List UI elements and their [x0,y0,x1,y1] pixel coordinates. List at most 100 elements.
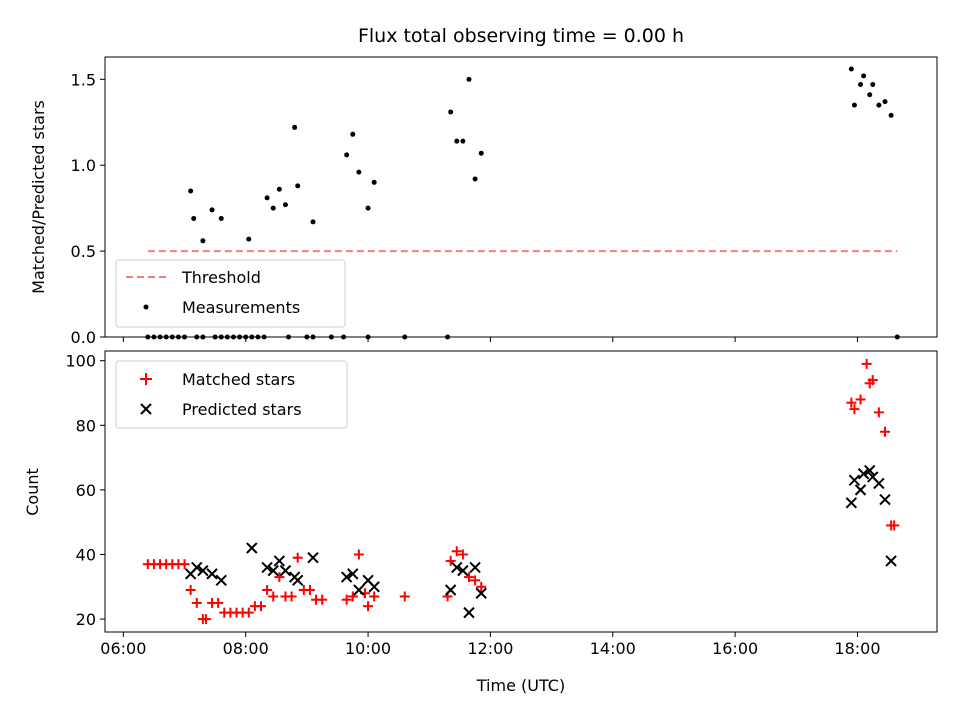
x-tick-label: 10:00 [345,639,391,658]
matched-star-point [363,601,374,612]
predicted-star-point [347,568,359,580]
predicted-star-point [353,584,365,596]
chart-title: Flux total observing time = 0.00 h [358,25,684,47]
legend-threshold-label: Threshold [181,268,261,287]
measurement-point [882,99,888,105]
measurement-point [292,124,298,130]
matched-star-point [889,520,900,531]
matched-star-point [369,591,380,602]
measurement-point [454,138,460,144]
matched-star-point [341,594,352,605]
matched-star-point [880,426,890,437]
matched-star-point [200,614,211,625]
bottom-legend-frame [115,360,348,429]
measurement-point [304,334,310,340]
predicted-star-point [879,493,891,506]
top-marks [145,66,900,340]
top-y-tick-label: 1.5 [71,70,96,89]
matched-star-point [855,394,866,405]
predicted-star-point [191,561,203,574]
measurement-point [230,334,236,340]
matched-star-point [873,407,884,418]
x-tick-label: 16:00 [712,639,758,658]
top-y-tick-label: 1.0 [71,156,96,175]
measurement-point [175,334,181,340]
bottom-y-axis-label: Count [23,468,42,516]
matched-star-point [347,591,358,602]
measurement-point [157,334,163,340]
measurement-point [224,334,230,340]
matched-star-point [861,358,872,369]
legend-predicted-label: Predicted stars [182,400,302,419]
matched-star-point [445,555,456,566]
measurement-point [276,186,282,192]
predicted-star-point [267,564,279,577]
matched-star-point [185,585,196,596]
bottom-y-tick-label: 60 [76,481,96,500]
measurement-point [295,183,301,189]
matched-star-point [849,404,860,415]
predicted-star-point [291,574,304,587]
legend-measurements-swatch [143,304,149,310]
top-plot-area [104,56,938,338]
predicted-star-point [457,564,469,577]
matched-star-point [470,575,481,586]
x-tick-label: 08:00 [223,639,269,658]
predicted-star-point [854,484,867,496]
predicted-star-point [463,606,475,619]
predicted-star-point [475,587,487,599]
predicted-star-point [273,555,286,567]
top-legend: Threshold Measurements [115,259,346,328]
measurement-point [478,150,484,156]
measurement-point [218,334,224,340]
measurement-point [894,334,900,340]
measurement-point [188,188,194,194]
top-legend-frame [115,259,346,328]
legend-matched-swatch [140,373,152,385]
predicted-star-point [340,571,353,583]
x-tick-label: 06:00 [100,639,146,658]
measurement-point [888,112,894,118]
legend-matched-label: Matched stars [182,370,295,389]
measurement-point [163,334,169,340]
matched-star-point [268,591,279,602]
predicted-star-point [451,561,463,574]
top-y-axis-label: Matched/Predicted stars [29,100,48,294]
bottom-marks [142,358,900,625]
measurement-point [286,334,292,340]
matched-star-point [353,549,364,560]
matched-star-point [476,581,487,592]
matched-star-point [464,572,474,583]
measurement-point [261,334,267,340]
measurement-point [356,169,362,175]
measurement-point [264,195,270,201]
measurement-point [350,131,356,137]
measurement-point [851,102,857,108]
matched-star-point [304,585,315,596]
x-tick-label: 12:00 [467,639,513,658]
measurement-point [218,215,224,221]
measurement-point [402,334,408,340]
matched-star-point [179,559,190,570]
measurement-point [858,81,864,87]
bottom-y-tick-label: 80 [76,416,96,435]
measurement-point [310,219,316,225]
matched-star-point [243,607,254,618]
measurement-point [282,202,288,208]
measurement-point [246,236,252,242]
predicted-star-point [469,561,481,574]
measurement-point [445,334,451,340]
measurement-point [341,334,347,340]
matched-star-point [867,375,878,386]
measurement-point [344,152,350,158]
matched-star-point [292,552,303,563]
matched-star-point [317,594,328,605]
predicted-star-point [857,468,870,480]
x-tick-label: 14:00 [590,639,636,658]
matched-star-point [256,601,266,612]
axes-ticks: 0.0 0.5 1.0 1.5 20 40 60 80 100 06:00 08:00 10:00 12… [65,70,880,658]
measurement-point [212,334,218,340]
predicted-star-point [215,574,227,587]
bottom-y-tick-label: 100 [65,352,96,371]
